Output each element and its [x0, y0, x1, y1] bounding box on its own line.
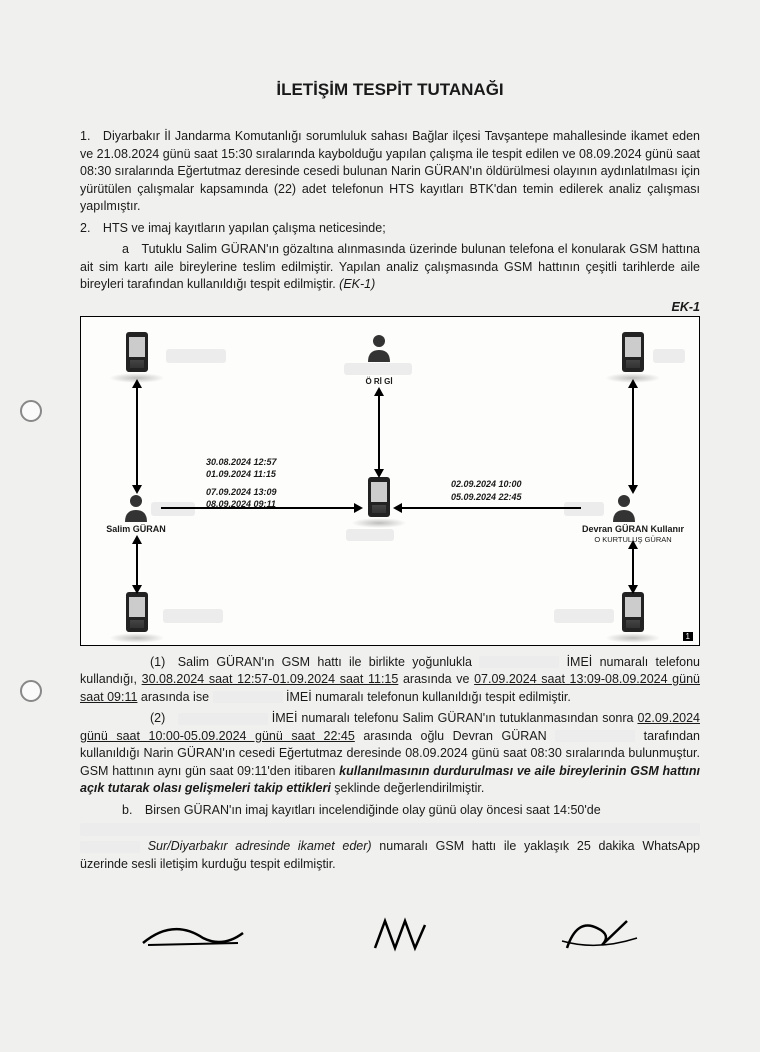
salim-label: Salim GÜRAN — [101, 524, 171, 535]
paragraph-1: 1. Diyarbakır İl Jandarma Komutanlığı so… — [80, 128, 700, 216]
shadow — [351, 518, 407, 528]
arrow — [632, 387, 634, 487]
arrowhead-icon — [628, 379, 638, 388]
redaction — [163, 609, 223, 623]
phone-icon — [126, 332, 148, 372]
document-title: İLETİŞİM TESPİT TUTANAĞI — [80, 80, 700, 100]
punch-hole — [20, 400, 42, 422]
redaction — [564, 502, 604, 516]
top-center-label: Ö Rİ Gİ — [351, 377, 407, 387]
ts-right-2: 05.09.2024 22:45 — [451, 492, 522, 503]
redaction — [555, 730, 635, 742]
person-icon — [121, 492, 151, 522]
shadow — [109, 633, 165, 643]
txt: arasında ve — [398, 672, 474, 686]
ts-left-2: 01.09.2024 11:15 — [206, 469, 276, 480]
arrowhead-icon — [628, 540, 638, 549]
paragraph-b-cont: Sur/Diyarbakır adresinde ikamet eder) nu… — [80, 838, 700, 873]
paragraph-b: b. Birsen GÜRAN'ın imaj kayıtları incele… — [80, 802, 700, 820]
txt: (2) — [150, 711, 178, 725]
finding-2: (2) İMEİ numaralı telefonu Salim GÜRAN'ı… — [80, 710, 700, 798]
phone-icon — [126, 592, 148, 632]
arrowhead-icon — [374, 469, 384, 478]
phone-icon — [622, 592, 644, 632]
punch-hole — [20, 680, 42, 702]
signature-2 — [360, 913, 440, 958]
redaction — [479, 656, 559, 668]
ek-ref: (EK-1) — [339, 277, 375, 291]
arrowhead-icon — [132, 535, 142, 544]
txt: b. Birsen GÜRAN'ın imaj kayıtları incele… — [122, 803, 601, 817]
person-icon — [364, 332, 394, 362]
arrowhead-icon — [132, 485, 142, 494]
txt-under: 30.08.2024 saat 12:57-01.09.2024 saat 11… — [142, 672, 399, 686]
arrow — [632, 547, 634, 587]
redaction — [178, 713, 268, 725]
txt: arasında ise — [137, 690, 212, 704]
txt: İMEİ numaralı telefonu Salim GÜRAN'ın tu… — [268, 711, 638, 725]
txt: arasında oğlu Devran GÜRAN — [355, 729, 555, 743]
arrow — [136, 387, 138, 487]
signature-1 — [133, 913, 253, 958]
txt: şeklinde değerlendirilmiştir. — [331, 781, 485, 795]
redaction — [346, 529, 394, 541]
arrowhead-icon — [354, 503, 363, 513]
arrowhead-icon — [374, 387, 384, 396]
arrowhead-icon — [132, 379, 142, 388]
redaction — [80, 841, 140, 853]
arrowhead-icon — [393, 503, 402, 513]
txt-italic: Sur/Diyarbakır adresinde ikamet eder) — [148, 839, 372, 853]
paragraph-2: 2. HTS ve imaj kayıtların yapılan çalışm… — [80, 220, 700, 238]
signatures-row — [80, 913, 700, 958]
ts-right-1: 02.09.2024 10:00 — [451, 479, 522, 490]
arrow — [401, 507, 581, 509]
para2a-text: a Tutuklu Salim GÜRAN'ın gözaltına alınm… — [80, 242, 700, 291]
redaction-line — [80, 823, 700, 836]
ts-left-3: 07.09.2024 13:09 — [206, 487, 277, 498]
signature-3 — [547, 913, 647, 958]
arrowhead-icon — [132, 585, 142, 594]
arrow — [136, 542, 138, 587]
phone-icon — [368, 477, 390, 517]
redaction — [344, 363, 412, 375]
phone-icon — [622, 332, 644, 372]
finding-1: (1) Salim GÜRAN'ın GSM hattı ile birlikt… — [80, 654, 700, 707]
arrow — [378, 395, 380, 471]
arrowhead-icon — [628, 485, 638, 494]
paragraph-2a: a Tutuklu Salim GÜRAN'ın gözaltına alınm… — [80, 241, 700, 294]
ts-left-4: 08.09.2024 09:11 — [206, 499, 276, 510]
redaction — [554, 609, 614, 623]
devran-line1: Devran GÜRAN Kullanır — [582, 524, 684, 534]
person-icon — [609, 492, 639, 522]
arrowhead-icon — [628, 585, 638, 594]
shadow — [605, 633, 661, 643]
redaction — [166, 349, 226, 363]
redaction — [151, 502, 195, 516]
txt: İMEİ numaralı telefonun kullanıldığı tes… — [283, 690, 571, 704]
page-corner: 1 — [683, 632, 693, 641]
ek-label: EK-1 — [80, 300, 700, 314]
txt: (1) Salim GÜRAN'ın GSM hattı ile birlikt… — [150, 655, 479, 669]
redaction — [653, 349, 685, 363]
relationship-diagram: Ö Rİ Gİ Salim GÜRAN Devran GÜRAN Kullanı… — [80, 316, 700, 646]
redaction — [213, 691, 283, 703]
ts-left-1: 30.08.2024 12:57 — [206, 457, 277, 468]
